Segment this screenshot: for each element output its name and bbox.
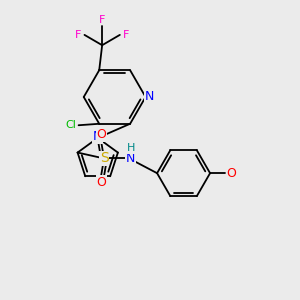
Text: F: F [75, 30, 81, 40]
Text: O: O [96, 176, 106, 188]
Text: O: O [226, 167, 236, 180]
Text: H: H [126, 143, 135, 153]
Text: F: F [123, 30, 130, 40]
Text: N: N [144, 91, 154, 103]
Text: F: F [99, 15, 105, 25]
Text: Cl: Cl [65, 120, 76, 130]
Text: O: O [96, 128, 106, 141]
Text: N: N [126, 152, 135, 165]
Text: S: S [100, 152, 108, 165]
Text: N: N [93, 130, 102, 143]
